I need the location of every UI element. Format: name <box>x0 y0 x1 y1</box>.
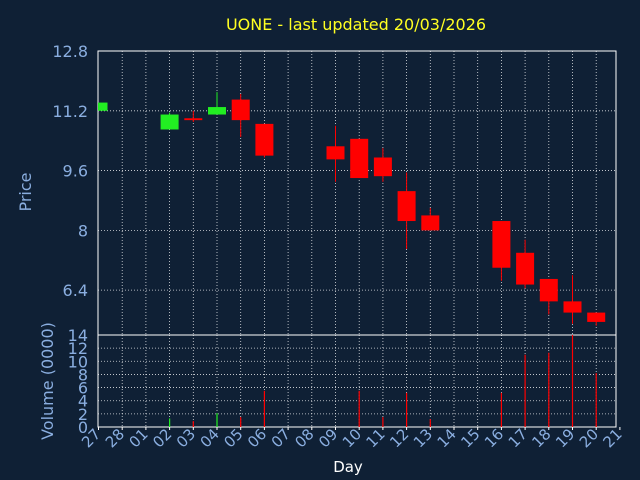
x-tick-label: 21 <box>599 425 625 451</box>
x-tick-label: 11 <box>362 425 388 451</box>
candle-body <box>160 114 179 130</box>
candle-body <box>350 138 369 179</box>
price-tick-label: 11.2 <box>52 102 88 121</box>
candle-body <box>516 252 535 285</box>
x-tick-label: 20 <box>576 425 602 451</box>
volume-axis-label: Volume (0000) <box>38 322 57 440</box>
x-tick-label: 19 <box>552 425 578 451</box>
volume-tick-label: 6 <box>78 379 88 398</box>
candle-body <box>326 146 345 160</box>
x-tick-label: 09 <box>315 425 341 451</box>
candle-body <box>208 107 226 115</box>
x-tick-label: 28 <box>102 425 128 451</box>
candle-body <box>539 278 558 302</box>
candle-body <box>255 123 274 156</box>
volume-tick-label: 4 <box>78 392 88 411</box>
price-tick-label: 9.6 <box>63 162 88 181</box>
x-tick-label: 16 <box>481 425 507 451</box>
x-tick-label: 13 <box>410 425 436 451</box>
x-tick-label: 03 <box>173 425 199 451</box>
candle-body <box>563 301 582 313</box>
x-tick-label: 10 <box>339 425 365 451</box>
x-tick-label: 18 <box>528 425 554 451</box>
x-axis: 2728010203040506070809101112131415161718… <box>78 425 626 451</box>
volume-tick-label: 2 <box>78 405 88 424</box>
volume-tick-label: 14 <box>68 326 88 345</box>
volume-tick-label: 12 <box>68 339 88 358</box>
price-tick-label: 8 <box>78 221 88 240</box>
x-tick-label: 15 <box>457 425 483 451</box>
volume-tick-label: 0 <box>78 418 88 437</box>
candle-body <box>231 99 250 121</box>
x-tick-label: 17 <box>505 425 531 451</box>
candle-body <box>184 118 203 121</box>
x-tick-label: 07 <box>268 425 294 451</box>
x-tick-label: 14 <box>434 425 460 451</box>
candle-body <box>587 312 606 322</box>
price-panel-frame <box>97 50 617 336</box>
x-tick-label: 04 <box>197 425 223 451</box>
chart-title: UONE - last updated 20/03/2026 <box>226 15 486 34</box>
x-tick-label: 12 <box>386 425 412 451</box>
x-tick-label: 08 <box>291 425 317 451</box>
x-tick-label: 02 <box>149 425 175 451</box>
price-tick-label: 12.8 <box>52 42 88 61</box>
y-axis-label: Price <box>16 172 35 211</box>
price-tick-label: 6.4 <box>63 281 88 300</box>
x-axis-label: Day <box>333 458 363 476</box>
x-tick-label: 01 <box>125 425 151 451</box>
volume-tick-label: 8 <box>78 365 88 384</box>
x-tick-label: 05 <box>220 425 246 451</box>
volume-tick-label: 10 <box>68 352 88 371</box>
candle-body <box>99 102 108 111</box>
candle-body <box>421 215 440 231</box>
volume-panel-frame <box>97 334 617 428</box>
candle-body <box>373 157 392 177</box>
candle-body <box>492 221 511 268</box>
x-tick-label: 06 <box>244 425 270 451</box>
price-panel: 12.8 11.2 9.6 8 6.4 <box>52 42 617 336</box>
candle-body <box>397 191 416 222</box>
